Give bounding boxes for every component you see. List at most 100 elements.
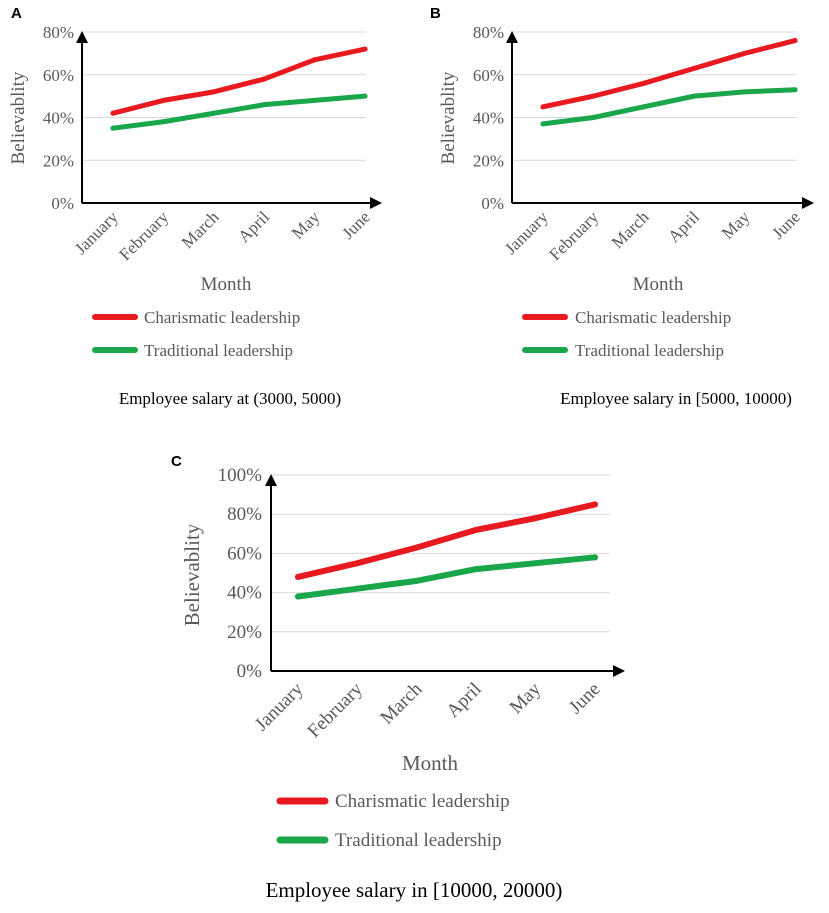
x-axis-arrow: [370, 197, 382, 209]
data-point: [590, 115, 596, 120]
data-point: [413, 544, 420, 551]
x-axis-title: Month: [201, 274, 252, 295]
y-tick-label: 80%: [227, 504, 262, 525]
y-axis-title: Believablity: [8, 71, 29, 164]
legend-label: Traditional leadership: [335, 830, 502, 851]
y-tick-label: 60%: [227, 543, 262, 564]
data-point: [211, 89, 217, 95]
x-axis-arrow: [802, 197, 814, 209]
data-point: [160, 119, 166, 125]
x-tick-label: April: [234, 207, 273, 246]
data-point: [532, 515, 539, 522]
x-tick-label: May: [718, 207, 754, 243]
y-tick-label: 0%: [481, 194, 504, 213]
y-axis-title: Believablity: [180, 523, 204, 626]
y-tick-label: 100%: [218, 465, 263, 486]
series-line-charismatic: [110, 46, 368, 116]
y-tick-label: 80%: [473, 23, 504, 42]
legend-label: Traditional leadership: [144, 341, 293, 360]
panel-letter: B: [430, 5, 441, 22]
legend-label: Charismatic leadership: [144, 308, 300, 327]
data-point: [295, 573, 301, 580]
data-point: [691, 93, 697, 99]
y-tick-label: 20%: [473, 151, 504, 170]
data-point: [110, 125, 116, 131]
x-tick-label: June: [338, 207, 373, 242]
data-point: [312, 97, 318, 103]
x-tick-label: April: [443, 679, 486, 722]
x-tick-label: June: [768, 207, 803, 242]
legend-label: Charismatic leadership: [575, 308, 731, 327]
y-tick-label: 0%: [51, 194, 74, 213]
data-point: [473, 566, 480, 573]
chart-caption: Employee salary in [5000, 10000): [560, 389, 792, 408]
y-axis-arrow: [76, 31, 88, 43]
x-tick-label: January: [251, 678, 308, 735]
x-axis-arrow: [613, 665, 625, 677]
data-point: [261, 102, 267, 108]
data-point: [592, 554, 598, 561]
data-point: [261, 76, 267, 82]
data-point: [354, 560, 361, 567]
y-tick-label: 60%: [43, 66, 74, 85]
data-point: [540, 104, 546, 110]
y-axis-arrow: [506, 31, 518, 43]
data-point: [540, 121, 546, 127]
data-point: [312, 57, 318, 63]
y-tick-label: 40%: [473, 109, 504, 128]
panel-letter: C: [171, 453, 182, 470]
legend-label: Traditional leadership: [575, 341, 724, 360]
x-tick-label: May: [506, 678, 546, 718]
data-point: [413, 577, 420, 584]
data-point: [110, 110, 116, 116]
series-line-charismatic: [295, 501, 598, 580]
panel-letter: A: [11, 5, 22, 22]
y-axis-arrow: [265, 474, 277, 486]
data-point: [362, 46, 368, 52]
chart-caption: Employee salary at (3000, 5000): [119, 389, 341, 408]
y-tick-label: 40%: [43, 109, 74, 128]
x-tick-label: February: [304, 678, 368, 742]
data-point: [742, 89, 748, 95]
x-tick-label: February: [545, 207, 602, 264]
x-tick-label: May: [288, 207, 324, 243]
data-point: [641, 104, 647, 110]
y-tick-label: 0%: [237, 661, 263, 682]
data-point: [160, 97, 166, 103]
y-tick-label: 20%: [43, 151, 74, 170]
y-tick-label: 80%: [43, 23, 74, 42]
series-line-traditional: [540, 87, 798, 127]
y-tick-label: 60%: [473, 66, 504, 85]
data-point: [792, 38, 798, 44]
series-line-traditional: [110, 93, 368, 131]
data-point: [641, 80, 647, 86]
legend-label: Charismatic leadership: [335, 791, 510, 812]
data-point: [590, 93, 596, 99]
x-tick-label: April: [664, 207, 703, 246]
data-point: [295, 593, 301, 600]
data-point: [211, 110, 217, 116]
data-point: [742, 50, 748, 56]
data-point: [691, 65, 697, 71]
x-axis-title: Month: [402, 751, 459, 775]
data-point: [532, 560, 539, 567]
x-tick-label: June: [565, 679, 604, 718]
x-tick-label: March: [608, 207, 653, 252]
series-line-traditional: [295, 554, 598, 600]
data-point: [473, 526, 480, 533]
chart-caption: Employee salary in [10000, 20000): [266, 878, 563, 902]
y-axis-title: Believablity: [438, 71, 459, 164]
x-tick-label: March: [376, 678, 426, 728]
data-point: [792, 87, 798, 93]
y-tick-label: 40%: [227, 583, 262, 604]
data-point: [354, 585, 361, 592]
x-axis-title: Month: [633, 274, 684, 295]
x-tick-label: February: [115, 207, 172, 264]
y-tick-label: 20%: [227, 622, 262, 643]
data-point: [362, 93, 368, 99]
data-point: [592, 501, 598, 508]
